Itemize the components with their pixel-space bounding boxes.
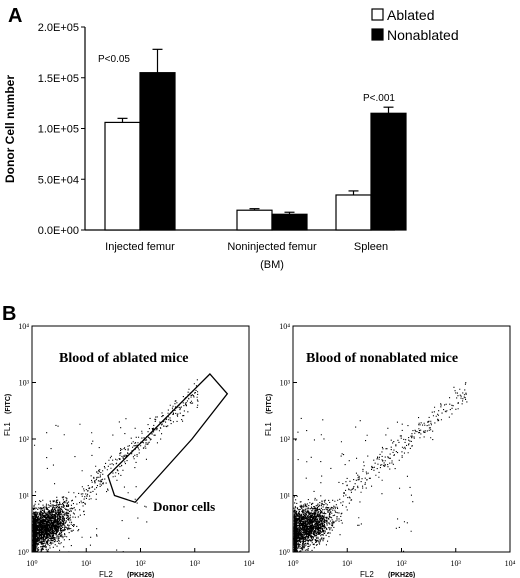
- x-tick-label: 10¹: [342, 559, 353, 568]
- bar-nonablated-2: [370, 112, 407, 231]
- panel-label-b: B: [2, 303, 16, 325]
- event-dot-cloud: [293, 382, 468, 553]
- x-tick-label: 10²: [396, 559, 407, 568]
- legend-swatch-nonablated: [371, 28, 384, 41]
- x-tick-label: 10³: [190, 559, 201, 568]
- x-tick-label: 10²: [135, 559, 146, 568]
- x-tick-label: 10¹: [81, 559, 92, 568]
- x-tick-label: 10⁰: [287, 559, 298, 568]
- x-category-label: Injected femur: [105, 241, 175, 253]
- y-tick-label: 10¹: [19, 492, 30, 501]
- y-axis-label: FL1: [264, 422, 273, 436]
- x-axis-label: FL2: [99, 570, 113, 578]
- bar-nonablated-0: [139, 72, 176, 231]
- y-axis-label-note: (FITC): [5, 394, 12, 414]
- flow-plot-nonablated: 10⁰ 10¹ 10² 10³ 10⁴ 10⁰ 10¹ 10² 10³ 10⁴ FL2 (PKH26)…: [264, 322, 516, 578]
- y-tick-label: 10¹: [280, 492, 291, 501]
- plot-title: Blood of ablated mice: [59, 351, 189, 366]
- legend-label: Nonablated: [387, 27, 459, 43]
- legend: Ablated Nonablated: [371, 7, 459, 43]
- bar-y-axis-label: Donor Cell number: [3, 75, 17, 183]
- x-axis-label-note: (PKH26): [388, 572, 415, 578]
- bar-ablated-0: [104, 121, 141, 231]
- p-value-annotation: P<.001: [363, 93, 395, 104]
- y-tick-label: 10⁰: [18, 548, 29, 557]
- x-tick-label: 10³: [451, 559, 462, 568]
- bar-ablated-1: [236, 209, 273, 231]
- p-value-annotation: P<0.05: [98, 54, 130, 65]
- legend-label: Ablated: [387, 7, 434, 23]
- x-category-note: (BM): [260, 259, 284, 271]
- gate-label: Donor cells: [153, 499, 215, 514]
- y-tick-label: 10³: [19, 379, 30, 388]
- y-tick-label: 0.0E+00: [38, 225, 79, 237]
- x-category-label: Noninjected femur: [227, 241, 317, 253]
- y-tick-label: 5.0E+04: [38, 174, 79, 186]
- y-tick-label: 1.0E+05: [38, 124, 79, 136]
- x-tick-label: 10⁴: [505, 559, 516, 568]
- y-axis-label-note: (FITC): [266, 394, 273, 414]
- y-tick-label: 10²: [19, 435, 30, 444]
- y-axis-label: FL1: [3, 422, 12, 436]
- event-dot-cloud: [32, 379, 199, 553]
- y-tick-label: 10⁰: [279, 548, 290, 557]
- y-tick-label: 10³: [280, 379, 291, 388]
- y-tick-label: 10⁴: [279, 322, 290, 331]
- legend-swatch-ablated: [371, 8, 384, 21]
- event-dots: [293, 382, 468, 553]
- x-tick-label: 10⁰: [26, 559, 37, 568]
- bar-nonablated-1: [271, 213, 308, 231]
- gate-polygon: [107, 373, 229, 504]
- y-tick-label: 2.0E+05: [38, 22, 79, 34]
- x-category-label: Spleen: [354, 241, 388, 253]
- flow-plot-ablated: 10⁰ 10¹ 10² 10³ 10⁴ 10⁰ 10¹ 10² 10³ 10⁴ FL2 (PKH26)…: [3, 322, 255, 578]
- y-tick-label: 1.5E+05: [38, 73, 79, 85]
- x-axis-label-note: (PKH26): [127, 572, 154, 578]
- panel-label-a: A: [8, 5, 22, 27]
- y-tick-label: 10⁴: [18, 322, 29, 331]
- bar-ablated-2: [335, 194, 372, 231]
- bar-chart: Donor Cell number 0.0E+00 5.0E+04 1.0E+05 1…: [3, 7, 459, 271]
- x-axis-label: FL2: [360, 570, 374, 578]
- event-dots: [32, 379, 199, 553]
- plot-title: Blood of nonablated mice: [306, 351, 458, 366]
- x-tick-label: 10⁴: [244, 559, 255, 568]
- y-tick-label: 10²: [280, 435, 291, 444]
